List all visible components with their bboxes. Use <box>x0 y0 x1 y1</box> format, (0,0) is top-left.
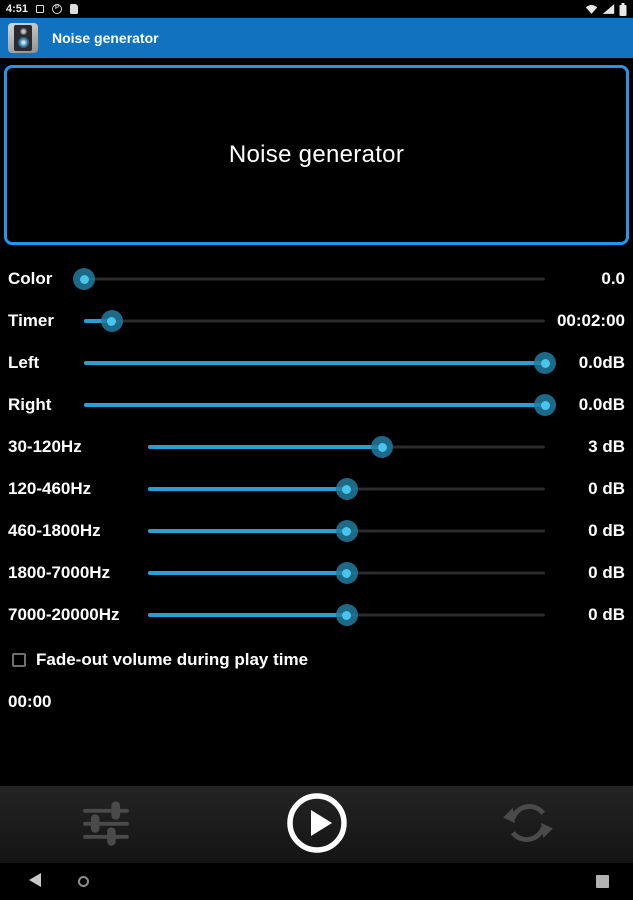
slider-track-fill <box>148 445 383 449</box>
slider-track[interactable] <box>84 342 556 384</box>
slider-row: 120-460Hz 0 dB <box>0 468 633 510</box>
slider-thumb[interactable] <box>335 562 358 584</box>
slider-row: 1800-7000Hz 0 dB <box>0 552 633 594</box>
slider-track-fill <box>84 319 112 323</box>
slider-track-fill <box>84 361 545 365</box>
fade-out-label: Fade-out volume during play time <box>36 650 309 669</box>
slider-row: Left 0.0dB <box>0 342 633 384</box>
slider-value: 0 dB <box>588 563 625 582</box>
square-notification-icon <box>36 5 45 13</box>
fade-out-row[interactable]: Fade-out volume during play time <box>0 646 633 674</box>
slider-track-fill <box>84 403 545 407</box>
slider-track[interactable] <box>148 468 545 510</box>
slider-label: 120-460Hz <box>8 479 92 498</box>
play-button[interactable] <box>281 787 353 862</box>
slider-thumb-dot <box>342 526 351 536</box>
recents-icon <box>596 875 609 888</box>
slider-row: Right 0.0dB <box>0 384 633 426</box>
main-content: Noise generator Color 0.0 Timer 00:02:00… <box>0 58 633 785</box>
slider-thumb[interactable] <box>534 352 556 374</box>
slider-track[interactable] <box>73 258 545 300</box>
back-icon <box>28 872 42 891</box>
slider-value: 0 dB <box>588 605 625 624</box>
slider-track-fill <box>148 613 347 617</box>
slider-label: Right <box>8 395 52 414</box>
recents-button[interactable] <box>596 875 609 888</box>
slider-label: Color <box>8 269 53 288</box>
sync-button[interactable] <box>498 793 558 856</box>
slider-track[interactable] <box>148 594 545 636</box>
slider-track[interactable] <box>84 384 556 426</box>
slider-value: 0 dB <box>588 521 625 540</box>
status-bar-left: 4:51 P <box>6 3 79 15</box>
display-panel: Noise generator <box>4 65 629 245</box>
slider-thumb[interactable] <box>335 520 358 542</box>
slider-thumb[interactable] <box>335 478 358 500</box>
slider-thumb-dot <box>342 484 351 494</box>
slider-row: 7000-20000Hz 0 dB <box>0 594 633 636</box>
circle-notification-icon: P <box>52 4 63 14</box>
slider-track-bg <box>84 319 545 323</box>
slider-value: 0.0dB <box>578 353 625 372</box>
slider-thumb-dot <box>540 400 550 410</box>
app-speaker-icon <box>8 23 38 53</box>
slider-thumb-dot <box>342 568 351 578</box>
slider-label: 30-120Hz <box>8 437 82 456</box>
slider-track-fill <box>148 529 347 533</box>
signal-icon <box>602 3 615 15</box>
slider-value: 0.0 <box>601 269 625 288</box>
slider-track[interactable] <box>148 426 545 468</box>
slider-label: Left <box>8 353 40 372</box>
slider-thumb-dot <box>342 610 351 620</box>
navigation-bar <box>0 863 633 900</box>
storage-notification-icon <box>70 4 79 14</box>
slider-thumb[interactable] <box>100 310 123 332</box>
home-icon <box>78 876 89 887</box>
equalizer-icon <box>80 797 132 852</box>
display-panel-title: Noise generator <box>228 141 405 168</box>
slider-thumb[interactable] <box>534 394 556 416</box>
slider-row: 460-1800Hz 0 dB <box>0 510 633 552</box>
slider-track-bg <box>84 277 545 281</box>
slider-row: Timer 00:02:00 <box>0 300 633 342</box>
back-button[interactable] <box>28 872 42 891</box>
slider-value: 00:02:00 <box>556 311 625 330</box>
slider-value: 0 dB <box>588 479 625 498</box>
slider-thumb-dot <box>79 274 89 284</box>
slider-thumb-dot <box>540 358 550 368</box>
battery-icon <box>619 2 627 16</box>
slider-thumb[interactable] <box>73 268 95 290</box>
wifi-icon <box>585 3 598 15</box>
slider-track-fill <box>148 571 347 575</box>
slider-thumb-dot <box>377 442 387 452</box>
status-bar: 4:51 P <box>0 0 633 18</box>
play-icon <box>285 791 349 858</box>
fade-out-checkbox[interactable] <box>12 653 26 667</box>
sync-icon <box>502 797 554 852</box>
slider-thumb-dot <box>107 316 117 326</box>
home-button[interactable] <box>78 876 89 887</box>
slider-list: Color 0.0 Timer 00:02:00 Left 0.0 <box>0 258 633 636</box>
slider-label: 1800-7000Hz <box>8 563 111 582</box>
app-bar-title: Noise generator <box>52 30 159 46</box>
slider-track-fill <box>148 487 347 491</box>
toolbar <box>0 785 633 863</box>
slider-label: 7000-20000Hz <box>8 605 120 624</box>
slider-track[interactable] <box>148 552 545 594</box>
slider-value: 3 dB <box>588 437 625 456</box>
slider-label: 460-1800Hz <box>8 521 101 540</box>
elapsed-time: 00:00 <box>8 692 52 711</box>
clock: 4:51 <box>6 3 29 15</box>
slider-track[interactable] <box>148 510 545 552</box>
slider-value: 0.0dB <box>578 395 625 414</box>
app-bar: Noise generator <box>0 18 633 58</box>
status-bar-right <box>585 2 627 16</box>
slider-label: Timer <box>8 311 54 330</box>
equalizer-button[interactable] <box>76 793 136 856</box>
slider-thumb[interactable] <box>371 436 394 458</box>
slider-row: Color 0.0 <box>0 258 633 300</box>
slider-track[interactable] <box>84 300 545 342</box>
slider-thumb[interactable] <box>335 604 358 626</box>
slider-row: 30-120Hz 3 dB <box>0 426 633 468</box>
